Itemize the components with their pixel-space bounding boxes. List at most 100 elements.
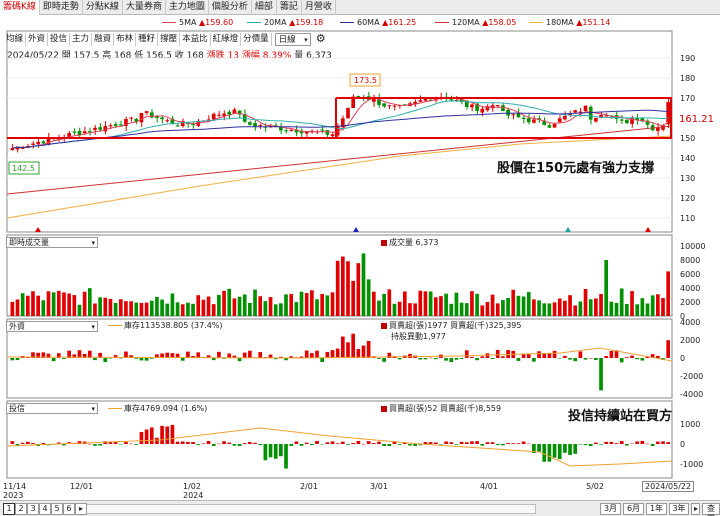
tab-6[interactable]: 細部 xyxy=(252,0,277,15)
tab-5[interactable]: 個股分析 xyxy=(209,0,252,15)
page-button-2[interactable]: 3 xyxy=(27,503,39,515)
foreign-bar xyxy=(542,353,547,358)
toolbar-item-10[interactable]: 分價量 xyxy=(241,33,272,46)
trust-bar xyxy=(449,442,454,444)
volume-bar xyxy=(330,292,335,316)
event-marker[interactable] xyxy=(353,227,359,232)
candle-body xyxy=(67,133,71,138)
candle-body xyxy=(532,119,536,123)
volume-bar xyxy=(346,261,350,316)
tab-3[interactable]: 大量券商 xyxy=(123,0,166,15)
chart-scrollbar[interactable] xyxy=(86,504,536,514)
range-button-4[interactable]: ▸ xyxy=(691,503,700,515)
toolbar-item-6[interactable]: 種籽 xyxy=(136,33,159,46)
page-button-3[interactable]: 4 xyxy=(39,503,51,515)
range-button-2[interactable]: 1年 xyxy=(646,503,667,515)
foreign-bar xyxy=(454,358,459,360)
volume-bar xyxy=(175,302,180,316)
event-marker[interactable] xyxy=(35,227,41,232)
page-button-6[interactable]: ▸ xyxy=(75,503,87,515)
volume-bar xyxy=(557,298,562,316)
trust-axis-label: 1000 xyxy=(680,420,700,429)
volume-panel-select[interactable]: 即時成交量 ▾ xyxy=(6,237,98,248)
page-button-5[interactable]: 6 xyxy=(63,503,75,515)
volume-bar xyxy=(475,293,479,316)
foreign-bar xyxy=(521,353,526,358)
trust-bar xyxy=(124,441,128,444)
candle-body xyxy=(330,134,335,137)
tab-8[interactable]: 月營收 xyxy=(302,0,336,15)
volume-bar xyxy=(170,293,175,316)
page-button-4[interactable]: 5 xyxy=(51,503,63,515)
candle-body xyxy=(552,124,557,128)
foreign-bar xyxy=(196,352,201,358)
volume-bar xyxy=(645,303,650,316)
toolbar-item-2[interactable]: 投信 xyxy=(48,33,71,46)
toolbar-item-5[interactable]: 布林 xyxy=(114,33,137,46)
gear-icon[interactable]: ⚙ xyxy=(315,32,326,45)
toolbar-item-8[interactable]: 本益比 xyxy=(180,33,211,46)
candle-body xyxy=(31,143,35,145)
tab-7[interactable]: 籌記 xyxy=(277,0,302,15)
toolbar-item-7[interactable]: 撐壓 xyxy=(158,33,181,46)
volume-bar xyxy=(361,253,366,316)
candle-body xyxy=(599,114,603,118)
foreign-bar xyxy=(645,356,650,358)
ma-5-line xyxy=(12,97,669,149)
candle-body xyxy=(371,98,376,102)
foreign-bar xyxy=(191,356,195,358)
stock-chart[interactable]: 190180170150140130120110173.5142.5100008… xyxy=(0,0,720,500)
range-button-0[interactable]: 3月 xyxy=(600,503,621,515)
candle-body xyxy=(392,105,397,107)
ma-legend: 5MA ▲159.60 20MA ▲159.18 60MA ▲161.25 120MA… xyxy=(0,16,720,30)
candle-body xyxy=(87,131,92,133)
foreign-bar xyxy=(516,358,521,361)
range-button-5[interactable]: 查閱 xyxy=(702,503,720,516)
tab-2[interactable]: 分點K線 xyxy=(83,0,123,15)
event-marker[interactable] xyxy=(565,227,571,232)
volume-bar xyxy=(516,295,521,316)
volume-bar xyxy=(656,294,660,316)
period-select[interactable]: 日線 ▾ xyxy=(274,33,311,46)
tab-4[interactable]: 主力地圖 xyxy=(166,0,209,15)
toolbar-item-3[interactable]: 主力 xyxy=(70,33,93,46)
candle-body xyxy=(645,120,650,125)
tab-1[interactable]: 即時走勢 xyxy=(40,0,83,15)
trust-bar xyxy=(273,444,278,459)
trust-bar xyxy=(588,444,593,447)
trust-panel-select[interactable]: 投信 ▾ xyxy=(6,403,98,414)
page-button-0[interactable]: 1 xyxy=(3,503,15,515)
foreign-bar xyxy=(77,350,82,358)
foreign-panel-select[interactable]: 外資 ▾ xyxy=(6,321,98,332)
foreign-bar xyxy=(31,352,35,358)
toolbar-item-4[interactable]: 融資 xyxy=(92,33,115,46)
foreign-bars xyxy=(10,333,670,391)
foreign-bar xyxy=(377,358,381,359)
volume-bar xyxy=(402,291,407,316)
foreign-bar xyxy=(237,358,242,362)
volume-bar xyxy=(583,288,588,316)
range-button-3[interactable]: 3年 xyxy=(669,503,689,515)
trust-bar xyxy=(346,444,350,445)
price-axis-label: 140 xyxy=(680,154,695,163)
page-button-1[interactable]: 2 xyxy=(15,503,27,515)
toolbar-item-9[interactable]: 紅綠燈 xyxy=(211,33,242,46)
foreign-bar xyxy=(268,354,273,358)
candle-body xyxy=(521,117,526,119)
trust-bar xyxy=(666,442,670,444)
volume-bar xyxy=(186,302,190,316)
candles xyxy=(10,91,670,153)
event-marker[interactable] xyxy=(645,227,651,232)
volume-bar xyxy=(113,302,118,316)
toolbar-item-1[interactable]: 外資 xyxy=(26,33,49,46)
foreign-bar xyxy=(232,355,237,358)
volume-bar xyxy=(661,297,665,316)
toolbar-item-0[interactable]: 均線 xyxy=(4,33,27,46)
foreign-bar xyxy=(614,350,619,358)
range-button-1[interactable]: 6月 xyxy=(623,503,644,515)
foreign-bar xyxy=(330,350,335,358)
volume-axis-label: 0 xyxy=(680,312,685,321)
volume-bar xyxy=(72,295,77,316)
foreign-bar xyxy=(449,358,454,363)
tab-0[interactable]: 籌碼K線 xyxy=(0,0,40,15)
